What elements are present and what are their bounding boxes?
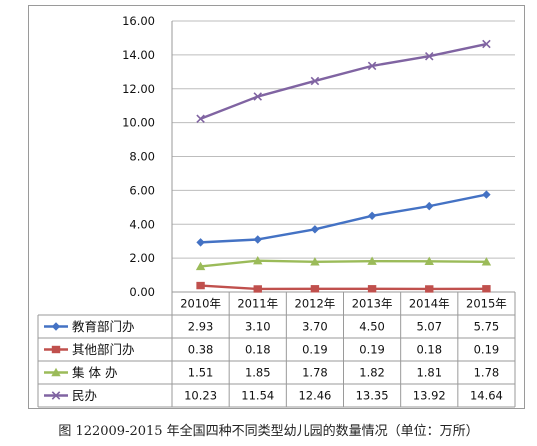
series-line bbox=[200, 193, 487, 244]
x-category-label: 2013年 bbox=[352, 297, 393, 311]
legend-key-marker bbox=[51, 367, 61, 377]
data-label: 0.18 bbox=[416, 343, 442, 357]
data-label: 0.19 bbox=[302, 343, 328, 357]
legend-key-marker bbox=[51, 345, 61, 354]
legend-label: 其他部门办 bbox=[72, 342, 135, 357]
y-tick-label: 8.00 bbox=[129, 150, 155, 164]
data-label: 0.19 bbox=[474, 343, 500, 357]
legend-key-marker bbox=[51, 322, 61, 331]
data-label: 12.46 bbox=[298, 389, 331, 403]
data-label: 1.78 bbox=[302, 366, 328, 380]
data-point bbox=[425, 201, 434, 211]
data-label: 14.64 bbox=[470, 389, 503, 403]
y-tick-label: 12.00 bbox=[122, 82, 155, 96]
data-point bbox=[253, 92, 263, 101]
data-point bbox=[310, 225, 320, 234]
data-point bbox=[196, 281, 205, 290]
data-label: 3.10 bbox=[245, 320, 271, 334]
y-tick-label: 6.00 bbox=[129, 183, 155, 197]
y-tick-label: 16.00 bbox=[122, 14, 155, 28]
data-label: 1.78 bbox=[474, 366, 500, 380]
data-point bbox=[367, 211, 377, 220]
data-label: 13.35 bbox=[356, 389, 389, 403]
data-label: 0.18 bbox=[245, 343, 271, 357]
data-label: 3.70 bbox=[302, 320, 328, 334]
data-label: 10.23 bbox=[184, 389, 217, 403]
legend-label: 集 体 办 bbox=[72, 365, 117, 380]
data-label: 5.75 bbox=[474, 320, 500, 334]
series-line bbox=[200, 284, 487, 291]
data-label: 11.54 bbox=[241, 389, 274, 403]
data-point bbox=[482, 285, 491, 293]
data-point bbox=[310, 285, 320, 293]
legend-label: 民办 bbox=[72, 388, 97, 403]
data-point bbox=[367, 256, 377, 265]
data-point bbox=[310, 76, 320, 86]
data-point bbox=[310, 257, 320, 266]
data-label: 0.38 bbox=[188, 343, 214, 357]
series-line bbox=[200, 259, 487, 268]
data-point bbox=[482, 39, 491, 49]
legend-label: 教育部门办 bbox=[72, 319, 135, 334]
data-label: 13.92 bbox=[413, 389, 446, 403]
x-category-label: 2011年 bbox=[237, 297, 278, 311]
x-category-label: 2012年 bbox=[295, 297, 336, 311]
data-label: 4.50 bbox=[359, 320, 385, 334]
legend-key-marker bbox=[51, 391, 61, 400]
data-point bbox=[367, 285, 377, 293]
figure-caption: 图 122009-2015 年全国四种不同类型幼儿园的数量情况（单位：万所） bbox=[58, 424, 479, 439]
data-label: 1.85 bbox=[245, 366, 271, 380]
data-point bbox=[424, 51, 434, 61]
y-tick-label: 2.00 bbox=[129, 251, 155, 265]
data-label: 2.93 bbox=[188, 320, 214, 334]
data-point bbox=[253, 285, 262, 293]
y-tick-label: 10.00 bbox=[122, 116, 155, 130]
data-point bbox=[367, 61, 377, 71]
data-point bbox=[196, 114, 205, 123]
data-point bbox=[424, 256, 434, 266]
data-point bbox=[425, 285, 434, 293]
x-category-label: 2014年 bbox=[409, 297, 450, 311]
y-tick-label: 14.00 bbox=[122, 48, 155, 62]
data-label: 1.81 bbox=[416, 366, 442, 380]
data-point bbox=[253, 235, 262, 244]
data-point bbox=[482, 190, 491, 199]
data-point bbox=[195, 261, 206, 271]
data-point bbox=[196, 238, 205, 247]
data-label: 5.07 bbox=[416, 320, 442, 334]
chart-frame bbox=[28, 5, 525, 409]
y-tick-label: 0.00 bbox=[129, 285, 155, 299]
data-label: 0.19 bbox=[359, 343, 385, 357]
data-point bbox=[253, 255, 263, 265]
data-point bbox=[481, 257, 492, 266]
data-label: 1.51 bbox=[188, 366, 214, 380]
x-category-label: 2010年 bbox=[180, 297, 221, 311]
series-line bbox=[200, 42, 487, 120]
y-tick-label: 4.00 bbox=[129, 217, 155, 231]
data-label: 1.82 bbox=[359, 366, 385, 380]
x-category-label: 2015年 bbox=[466, 297, 507, 311]
